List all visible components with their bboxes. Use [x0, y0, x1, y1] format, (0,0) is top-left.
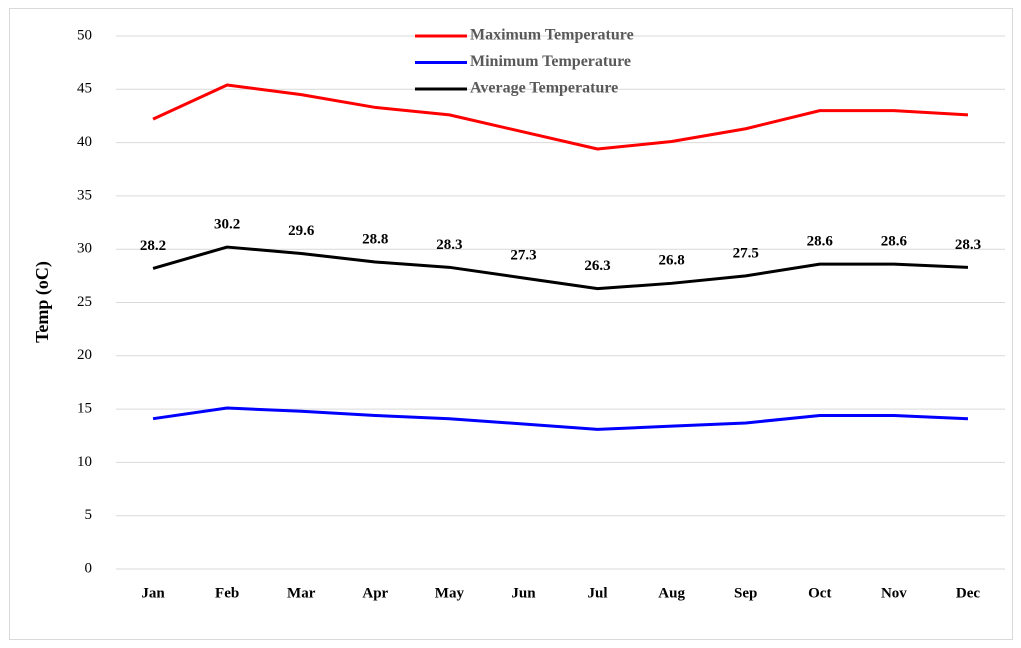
series-line [152, 406, 969, 431]
data-label: 28.8 [362, 231, 388, 247]
y-tick-label: 35 [77, 187, 92, 203]
data-label: 26.8 [659, 253, 685, 269]
x-tick-label: Dec [956, 585, 980, 601]
data-label: 28.6 [881, 234, 908, 250]
data-label: 29.6 [288, 223, 315, 239]
x-tick-label: Sep [734, 585, 757, 601]
data-label: 28.2 [140, 238, 166, 254]
y-tick-label: 50 [77, 27, 92, 43]
legend-label: Maximum Temperature [470, 27, 634, 44]
x-tick-label: Jun [511, 585, 536, 601]
x-tick-label: Apr [362, 585, 388, 601]
y-tick-label: 15 [77, 401, 92, 417]
y-tick-label: 20 [77, 347, 92, 363]
legend-label: Minimum Temperature [470, 53, 631, 70]
data-label: 28.3 [955, 237, 981, 253]
chart-frame [9, 8, 1013, 640]
y-tick-label: 5 [85, 507, 93, 523]
y-axis-label: Temp (oC) [32, 261, 53, 343]
series-line [152, 83, 969, 151]
x-tick-label: Nov [881, 585, 907, 601]
y-tick-label: 0 [85, 560, 93, 576]
data-label: 28.6 [807, 234, 834, 250]
x-tick-label: May [435, 585, 465, 601]
data-label: 28.3 [436, 237, 462, 253]
y-tick-label: 10 [77, 454, 92, 470]
y-tick-label: 25 [77, 294, 92, 310]
data-label: 26.3 [584, 258, 610, 274]
x-tick-label: Mar [287, 585, 316, 601]
legend-label: Average Temperature [470, 80, 618, 97]
x-tick-label: Oct [808, 585, 831, 601]
y-tick-label: 40 [77, 134, 92, 150]
x-tick-label: Feb [215, 585, 239, 601]
data-label: 27.3 [510, 247, 536, 263]
x-tick-label: Aug [658, 585, 685, 601]
series-line [152, 245, 969, 291]
y-tick-label: 45 [77, 81, 92, 97]
y-tick-label: 30 [77, 241, 92, 257]
x-tick-label: Jan [141, 585, 165, 601]
data-label: 27.5 [733, 245, 759, 261]
data-label: 30.2 [214, 217, 240, 233]
x-tick-label: Jul [588, 585, 608, 601]
